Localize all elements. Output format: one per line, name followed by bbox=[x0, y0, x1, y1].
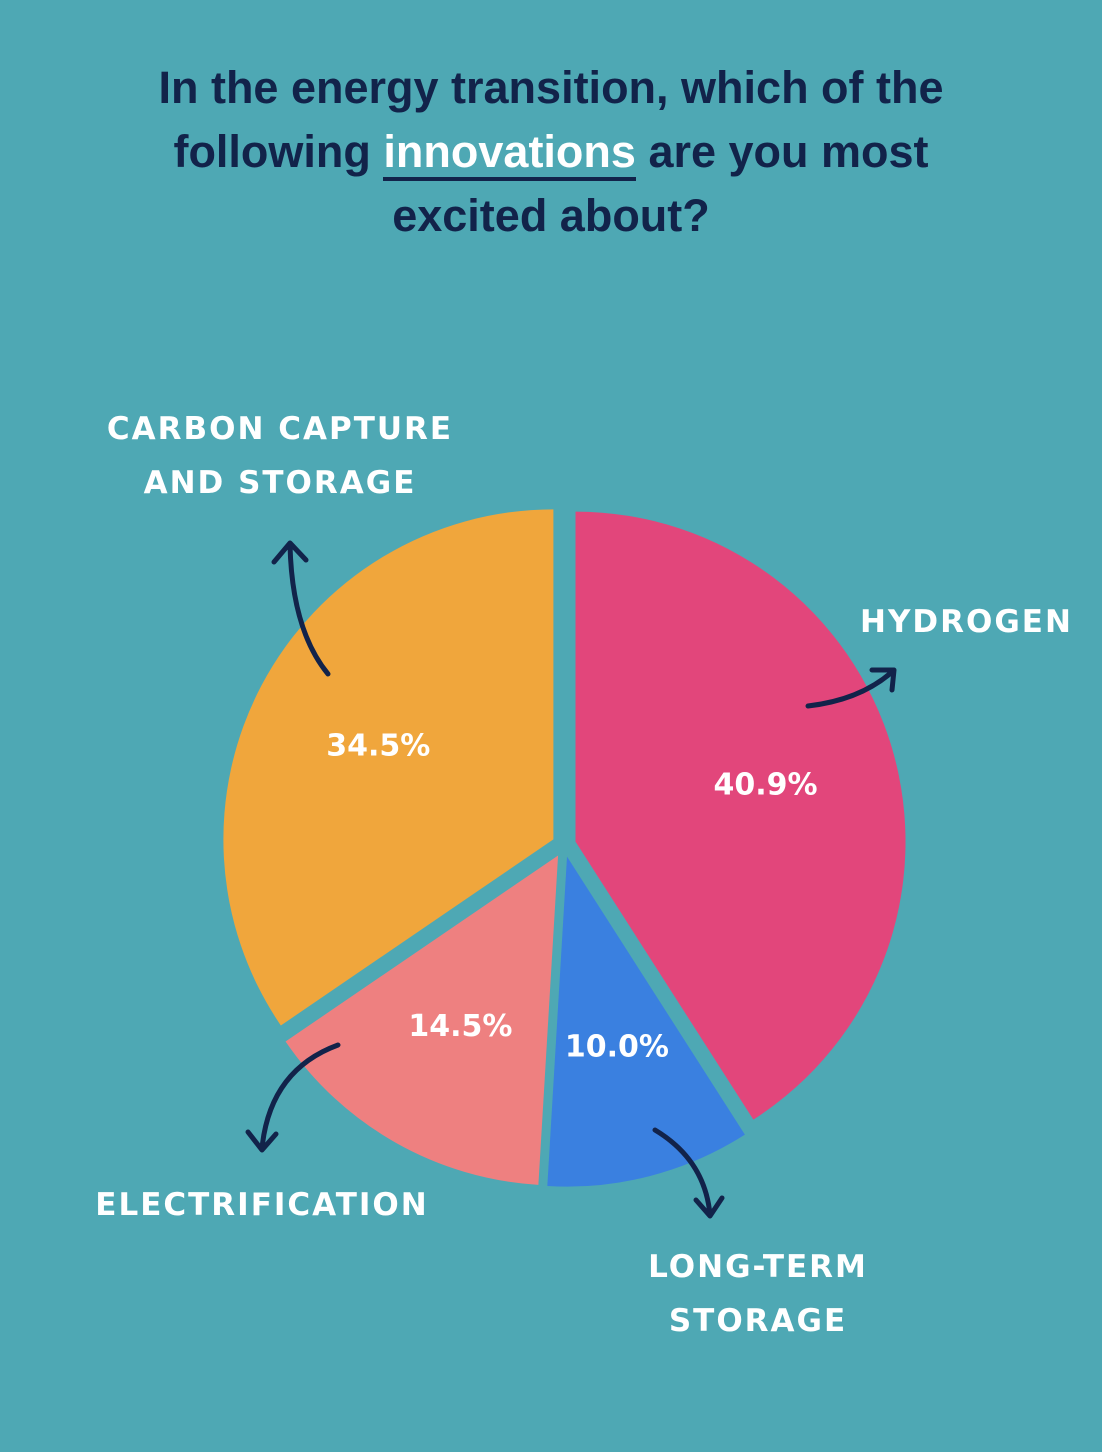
value-label: 34.5% bbox=[326, 728, 430, 763]
title-text: In the energy transition, which of the f… bbox=[158, 62, 944, 177]
category-label: LONG-TERM STORAGE bbox=[648, 1249, 868, 1339]
value-label: 10.0% bbox=[565, 1030, 669, 1065]
category-label: CARBON CAPTURE AND STORAGE bbox=[106, 411, 454, 501]
title-text: are you most excited about? bbox=[392, 126, 929, 241]
arrows bbox=[245, 540, 897, 1219]
title-highlight: innovations bbox=[383, 126, 636, 181]
pie-slice bbox=[547, 856, 745, 1187]
category-label: HYDROGEN bbox=[860, 604, 1073, 640]
arrow bbox=[271, 540, 331, 677]
pie-slice bbox=[285, 855, 559, 1185]
arrow bbox=[245, 1042, 341, 1153]
pie-slice bbox=[575, 511, 906, 1120]
value-label: 14.5% bbox=[408, 1009, 512, 1044]
arrow bbox=[652, 1127, 725, 1219]
category-label: ELECTRIFICATION bbox=[95, 1187, 429, 1223]
arrow bbox=[805, 667, 897, 709]
value-label: 40.9% bbox=[714, 768, 818, 803]
chart-title: In the energy transition, which of the f… bbox=[141, 56, 961, 248]
